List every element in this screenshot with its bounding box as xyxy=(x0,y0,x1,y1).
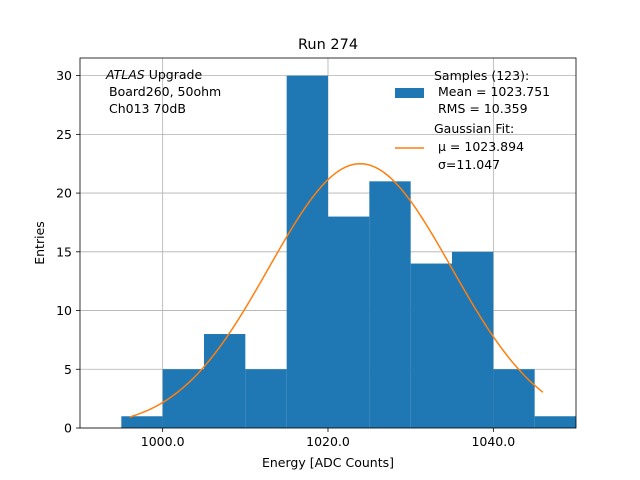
histogram-bar xyxy=(534,416,576,428)
annotation-box: ATLAS Upgrade Board260, 50ohm Ch013 70dB xyxy=(105,67,221,116)
legend: Samples (123): Mean = 1023.751 RMS = 10.… xyxy=(395,68,550,172)
y-axis-ticks: 0 5 10 15 20 25 30 xyxy=(56,68,80,436)
y-tick-label: 20 xyxy=(56,186,72,201)
histogram-bar xyxy=(369,181,411,428)
chart-title: Run 274 xyxy=(298,37,358,53)
y-tick-label: 25 xyxy=(56,127,72,142)
y-axis-label: Entries xyxy=(32,221,47,265)
histogram-bar xyxy=(493,369,535,428)
histogram-bar xyxy=(204,334,246,428)
legend-fit-sigma: σ=11.047 xyxy=(438,157,500,172)
gaussian-fit-curve xyxy=(129,162,544,418)
y-tick-label: 5 xyxy=(64,362,72,377)
legend-samples-title: Samples (123): xyxy=(434,68,529,83)
annotation-atlas: ATLAS xyxy=(105,67,145,82)
histogram-bar xyxy=(328,216,370,428)
histogram-bar xyxy=(286,75,328,428)
legend-samples-rms: RMS = 10.359 xyxy=(438,101,528,116)
histogram-bar xyxy=(410,263,452,428)
x-axis-label: Energy [ADC Counts] xyxy=(262,455,394,470)
annotation-line-3: Ch013 70dB xyxy=(109,101,186,116)
y-tick-label: 15 xyxy=(56,244,72,259)
x-tick-label: 1040.0 xyxy=(471,434,515,449)
legend-fit-title: Gaussian Fit: xyxy=(434,121,514,136)
histogram-bar xyxy=(245,369,287,428)
y-tick-label: 0 xyxy=(64,421,72,436)
legend-samples-mean: Mean = 1023.751 xyxy=(438,84,550,99)
x-axis-ticks: 1000.0 1020.0 1040.0 xyxy=(141,428,515,449)
x-tick-label: 1000.0 xyxy=(141,434,185,449)
y-tick-label: 30 xyxy=(56,68,72,83)
annotation-line-2: Board260, 50ohm xyxy=(109,84,221,99)
histogram-bar xyxy=(121,416,163,428)
legend-samples-swatch xyxy=(395,88,424,98)
annotation-upgrade: Upgrade xyxy=(145,67,203,82)
x-tick-label: 1020.0 xyxy=(306,434,350,449)
y-tick-label: 10 xyxy=(56,303,72,318)
legend-fit-mu: μ = 1023.894 xyxy=(438,139,524,154)
annotation-line-1: ATLAS Upgrade xyxy=(105,67,202,82)
